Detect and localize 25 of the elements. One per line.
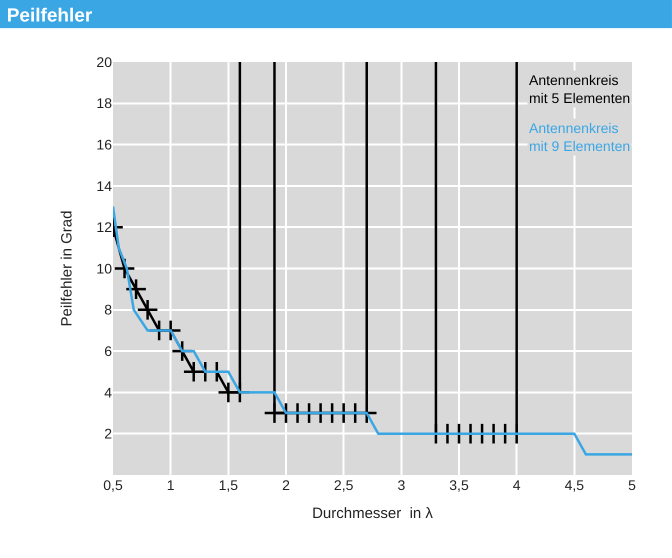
y-tick-label: 4 — [104, 384, 112, 400]
text: Antennenkreis mit 5 Elementen — [529, 72, 630, 106]
y-tick-label: 14 — [96, 178, 112, 194]
x-tick-label: 5 — [628, 477, 636, 493]
x-tick-label: 3 — [397, 477, 406, 493]
x-tick-label: 4,5 — [564, 477, 584, 493]
x-tick-label: 4 — [512, 477, 521, 493]
chart-title: Peilfehler — [6, 6, 93, 27]
y-tick-label: 18 — [96, 95, 112, 112]
x-axis-title: Durchmesser in λ — [312, 505, 434, 522]
y-tick-label: 12 — [96, 219, 112, 236]
x-tick-label: 1,5 — [218, 477, 238, 493]
x-tick-label: 2 — [282, 477, 290, 493]
x-tick-label: 3,5 — [449, 477, 469, 493]
y-tick-label: 20 — [96, 54, 112, 70]
y-tick-label: 16 — [96, 136, 112, 152]
y-tick-label: 6 — [104, 343, 112, 359]
y-tick-label: 8 — [104, 302, 112, 318]
x-tick-label: 1 — [166, 477, 175, 493]
text: Antennenkreis mit 9 Elementen — [529, 120, 630, 154]
y-tick-label: 10 — [96, 260, 112, 276]
x-tick-label: 0,5 — [103, 477, 123, 493]
y-axis-title: Peilfehler in Grad — [58, 210, 76, 326]
y-tick-label: 2 — [104, 426, 112, 442]
x-tick-label: 2,5 — [334, 477, 354, 493]
